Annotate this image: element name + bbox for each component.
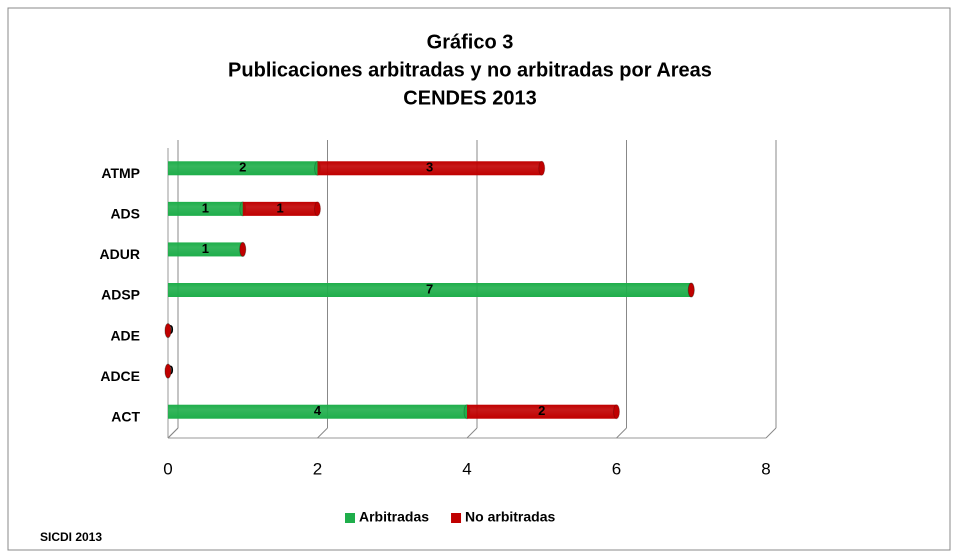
data-label: 1 (202, 241, 209, 256)
x-tick-label: 2 (313, 459, 322, 478)
legend-label: No arbitradas (465, 509, 555, 525)
data-label: 1 (277, 200, 284, 215)
chart-frame (7, 7, 951, 551)
x-tick-label: 6 (612, 459, 621, 478)
x-tick-label: 0 (163, 459, 172, 478)
grid-line (466, 427, 478, 439)
grid-line (616, 427, 627, 439)
data-label: 2 (538, 403, 545, 418)
x-tick-label: 4 (462, 459, 471, 478)
bar (467, 404, 620, 420)
y-tick-label: ATMP (101, 165, 140, 181)
data-label: 2 (239, 160, 246, 175)
y-tick-label: ADCE (100, 368, 140, 384)
grid-line (765, 427, 777, 439)
legend-swatch (451, 513, 462, 523)
y-tick-label: ADS (110, 206, 140, 222)
chart-title: Gráfico 3 (427, 31, 514, 53)
legend-label: Arbitradas (359, 509, 429, 525)
data-label: 1 (202, 200, 209, 215)
y-tick-label: ADSP (101, 287, 140, 303)
bar (687, 282, 695, 298)
grid-line (317, 427, 328, 439)
data-label: 3 (426, 160, 433, 175)
bar (242, 201, 321, 217)
data-label: 4 (314, 403, 322, 418)
y-tick-label: ADE (110, 327, 140, 343)
legend-swatch (345, 513, 355, 523)
bar (164, 323, 172, 339)
chart-title: Publicaciones arbitradas y no arbitradas… (228, 59, 712, 81)
bar (164, 363, 172, 379)
source-note: SICDI 2013 (40, 530, 102, 544)
y-tick-label: ADUR (100, 246, 140, 262)
x-tick-label: 8 (761, 459, 770, 478)
bar (239, 241, 247, 257)
y-tick-label: ACT (111, 408, 140, 424)
bar (317, 160, 546, 176)
data-label: 7 (426, 281, 433, 296)
grid-line (167, 427, 179, 439)
chart-title: CENDES 2013 (403, 87, 536, 109)
